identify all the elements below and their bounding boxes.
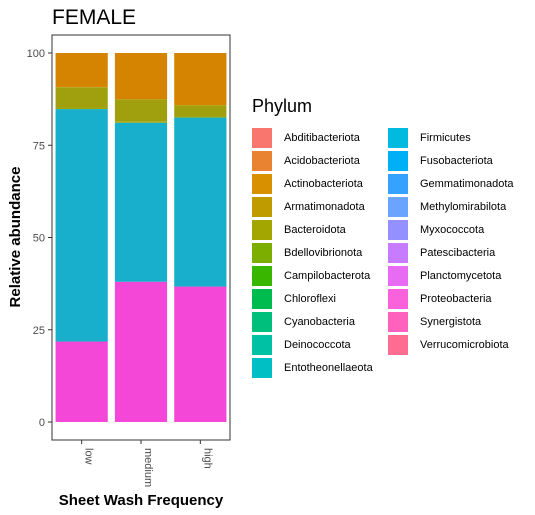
- legend-label: Acidobacteriota: [284, 154, 360, 167]
- bar-low-proteobacteria: [55, 341, 108, 422]
- x-axis-label: Sheet Wash Frequency: [59, 492, 224, 509]
- legend-label: Deinococcota: [284, 338, 351, 351]
- legend-item-chloroflexi: Chloroflexi: [252, 287, 373, 310]
- bar-low-bdellovibrionota: [55, 107, 108, 110]
- y-axis: 0 25 50 75 100: [27, 48, 52, 429]
- legend-swatch: [252, 311, 272, 332]
- bar-stack-group: [55, 53, 227, 422]
- legend-item-entotheonellaeota: Entotheonellaeota: [252, 356, 373, 379]
- bar-low-bacteroidota: [55, 87, 108, 108]
- legend-swatch: [252, 288, 272, 309]
- legend-swatch: [388, 219, 408, 240]
- legend-item-proteobacteria: Proteobacteria: [388, 287, 514, 310]
- y-tick-label: 100: [27, 48, 45, 60]
- legend-label: Gemmatimonadota: [420, 177, 514, 190]
- legend-swatch: [388, 127, 408, 148]
- legend-title: Phylum: [252, 96, 313, 116]
- legend-label: Planctomycetota: [420, 269, 502, 282]
- legend-item-armatimonadota: Armatimonadota: [252, 195, 373, 218]
- legend-label: Cyanobacteria: [284, 315, 355, 328]
- legend-swatch: [252, 173, 272, 194]
- legend-swatch: [252, 150, 272, 171]
- legend-label: Proteobacteria: [420, 292, 492, 305]
- legend-label: Armatimonadota: [284, 200, 365, 213]
- legend-swatch: [388, 173, 408, 194]
- legend-item-synergistota: Synergistota: [388, 310, 514, 333]
- legend-label: Chloroflexi: [284, 292, 336, 305]
- legend-swatch: [252, 334, 272, 355]
- bar-high-actinobacteriota: [174, 53, 227, 106]
- legend-label: Fusobacteriota: [420, 154, 493, 167]
- legend-label: Bacteroidota: [284, 223, 346, 236]
- legend-label: Firmicutes: [420, 131, 471, 144]
- legend-item-actinobacteriota: Actinobacteriota: [252, 172, 373, 195]
- legend-label: Bdellovibrionota: [284, 246, 363, 259]
- legend-item-cyanobacteria: Cyanobacteria: [252, 310, 373, 333]
- bar-high-bdellovibrionota: [174, 116, 227, 118]
- legend-label: Campilobacterota: [284, 269, 371, 282]
- y-tick-label: 0: [39, 417, 45, 429]
- legend-item-bacteroidota: Bacteroidota: [252, 218, 373, 241]
- legend-item-verrucomicrobiota: Verrucomicrobiota: [388, 333, 514, 356]
- legend-item-methylomirabilota: Methylomirabilota: [388, 195, 514, 218]
- x-tick-label-high: high: [201, 448, 213, 469]
- legend-swatch: [388, 196, 408, 217]
- legend-item-firmicutes: Firmicutes: [388, 126, 514, 149]
- legend-label: Entotheonellaeota: [284, 361, 373, 374]
- legend-swatch: [388, 242, 408, 263]
- bar-high-proteobacteria: [174, 286, 227, 422]
- legend-label: Verrucomicrobiota: [420, 338, 509, 351]
- y-tick-label: 75: [33, 140, 45, 152]
- bar-low-firmicutes: [55, 109, 108, 342]
- bar-medium-actinobacteriota: [114, 53, 168, 100]
- legend-label: Myxococcota: [420, 223, 485, 236]
- legend-swatch: [388, 311, 408, 332]
- bar-medium-bdellovibrionota: [114, 121, 168, 123]
- legend-swatch: [252, 265, 272, 286]
- legend-swatch: [388, 334, 408, 355]
- x-axis: low medium high: [81, 440, 213, 487]
- legend-label: Abditibacteriota: [284, 131, 360, 144]
- legend-swatch: [252, 219, 272, 240]
- bar-medium-bacteroidota: [114, 99, 168, 122]
- legend-item-patescibacteria: Patescibacteria: [388, 241, 514, 264]
- legend-item-fusobacteriota: Fusobacteriota: [388, 149, 514, 172]
- bar-medium-proteobacteria: [114, 281, 168, 422]
- legend-swatch: [388, 288, 408, 309]
- legend-label: Actinobacteriota: [284, 177, 363, 190]
- legend-label: Methylomirabilota: [420, 200, 507, 213]
- bar-high-firmicutes: [174, 117, 227, 287]
- legend-label: Synergistota: [420, 315, 482, 328]
- y-tick-label: 50: [33, 233, 45, 245]
- legend-item-bdellovibrionota: Bdellovibrionota: [252, 241, 373, 264]
- chart-title: FEMALE: [52, 6, 136, 29]
- bar-low-actinobacteriota: [55, 53, 108, 87]
- y-axis-label: Relative abundance: [7, 167, 24, 308]
- legend-swatch: [252, 357, 272, 378]
- legend-item-myxococcota: Myxococcota: [388, 218, 514, 241]
- legend-swatch: [388, 150, 408, 171]
- legend-item-abditibacteriota: Abditibacteriota: [252, 126, 373, 149]
- x-tick-label-medium: medium: [142, 448, 154, 487]
- legend-swatch: [252, 196, 272, 217]
- legend-swatch: [252, 242, 272, 263]
- legend-item-deinococcota: Deinococcota: [252, 333, 373, 356]
- legend-swatch: [388, 265, 408, 286]
- legend-item-acidobacteriota: Acidobacteriota: [252, 149, 373, 172]
- legend-label: Patescibacteria: [420, 246, 496, 259]
- legend-item-gemmatimonadota: Gemmatimonadota: [388, 172, 514, 195]
- legend-item-campilobacterota: Campilobacterota: [252, 264, 373, 287]
- legend-item-planctomycetota: Planctomycetota: [388, 264, 514, 287]
- y-tick-label: 25: [33, 325, 45, 337]
- x-tick-label-low: low: [83, 448, 95, 465]
- legend-swatch: [252, 127, 272, 148]
- bar-medium-firmicutes: [114, 122, 168, 282]
- bar-high-bacteroidota: [174, 105, 227, 117]
- legend-column-2: Firmicutes Fusobacteriota Gemmatimonadota M…: [388, 126, 514, 356]
- legend-column-1: Abditibacteriota Acidobacteriota Actinobac…: [252, 126, 373, 379]
